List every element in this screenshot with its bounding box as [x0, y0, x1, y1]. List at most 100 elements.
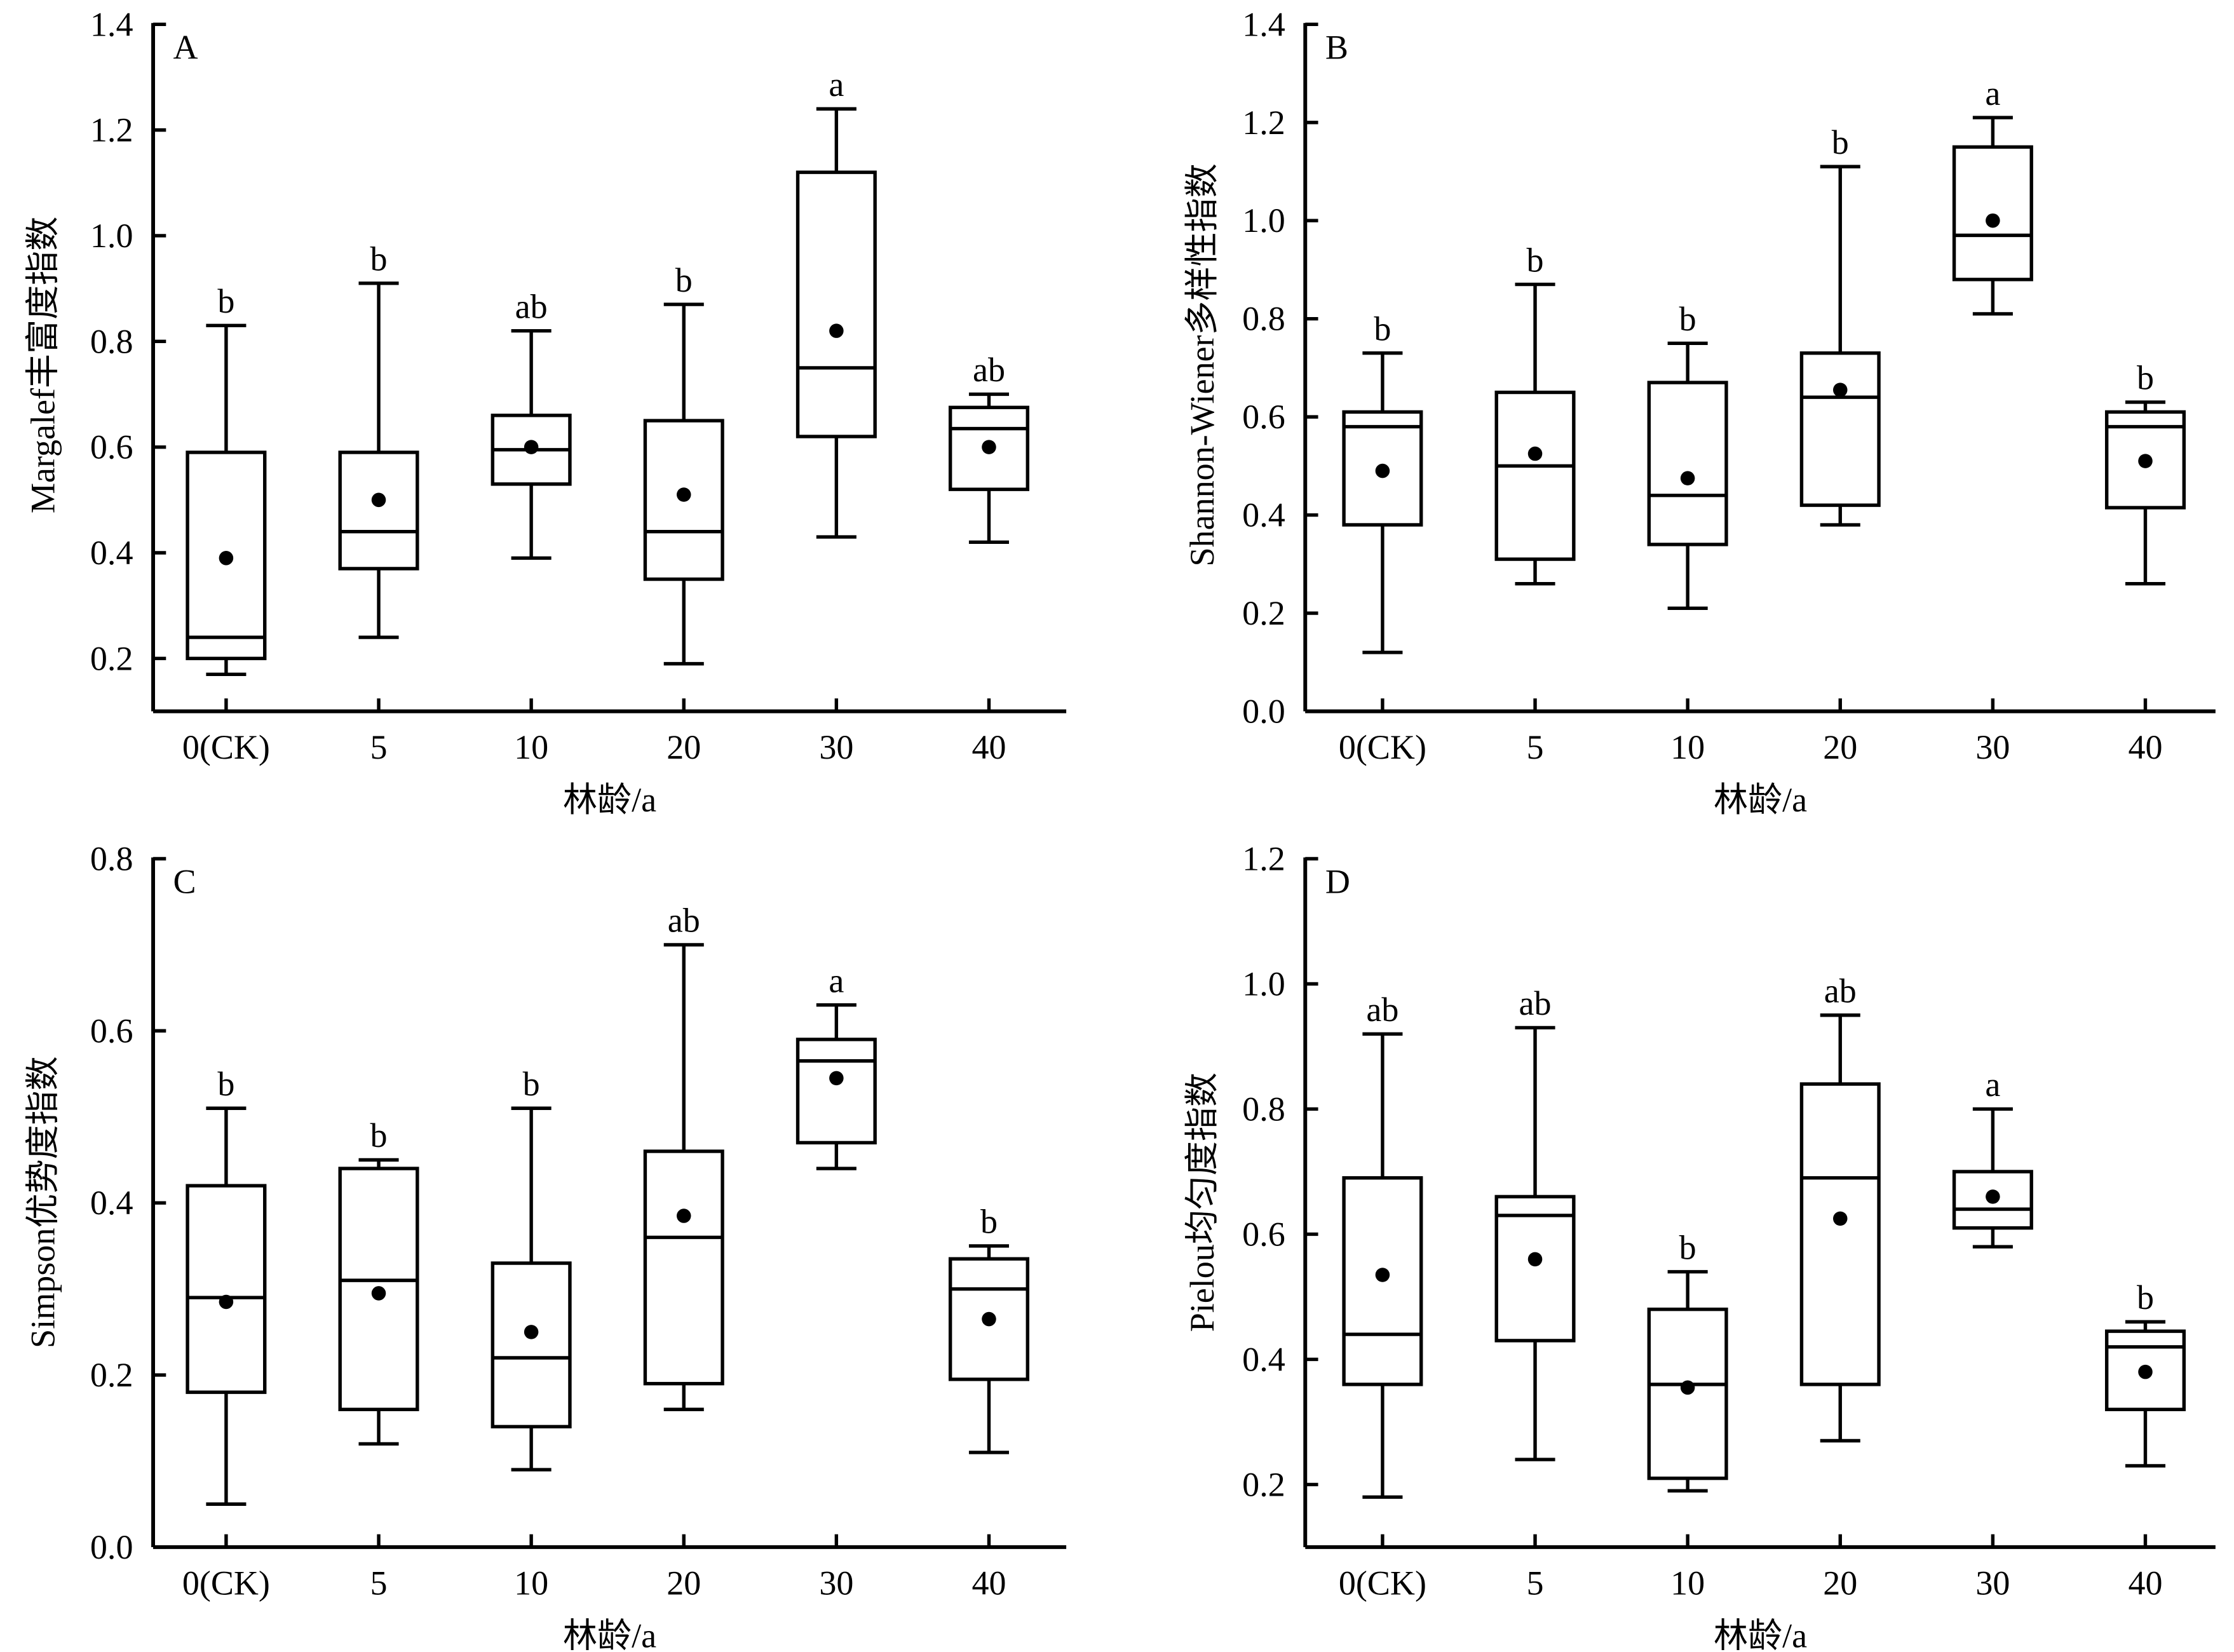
- iqr-box: [795, 1038, 877, 1145]
- y-tick-label: 0.4: [1242, 496, 1285, 534]
- box-4: a: [795, 961, 877, 1170]
- box-4: a: [795, 65, 877, 539]
- significance-letter: b: [675, 261, 693, 299]
- y-tick-label: 0.4: [90, 534, 133, 572]
- x-tick-label: 5: [1527, 728, 1544, 766]
- box-0: b: [186, 1065, 267, 1506]
- mean-point: [676, 487, 691, 502]
- mean-point: [371, 492, 386, 508]
- panel-label: B: [1325, 28, 1348, 66]
- mean-point: [1833, 1211, 1848, 1226]
- box-5: b: [2104, 1278, 2186, 1468]
- y-tick-label: 0.6: [1242, 398, 1285, 436]
- box-2: b: [491, 1065, 572, 1472]
- x-tick-label: 10: [1670, 1564, 1705, 1602]
- mean-point: [2138, 1364, 2153, 1379]
- mean-point: [1527, 1252, 1543, 1267]
- y-tick-label: 0.4: [1242, 1340, 1285, 1378]
- box-1: b: [338, 240, 419, 639]
- iqr-box: [1494, 390, 1576, 561]
- iqr-box: [491, 1261, 572, 1429]
- significance-letter: b: [1374, 309, 1391, 348]
- y-tick-label: 1.2: [1242, 840, 1285, 878]
- y-tick-label: 1.2: [1242, 104, 1285, 142]
- x-tick-label: 10: [514, 1564, 548, 1602]
- box-5: ab: [948, 351, 1029, 545]
- iqr-box: [1799, 351, 1881, 507]
- y-tick-label: 0.2: [90, 1356, 133, 1394]
- y-tick-label: 0.2: [1242, 594, 1285, 632]
- box-3: b: [1799, 123, 1881, 527]
- iqr-box: [948, 405, 1029, 491]
- mean-point: [1986, 1189, 2000, 1204]
- x-axis-label: 林龄/a: [563, 1617, 656, 1652]
- panel-label: A: [173, 28, 198, 66]
- y-tick-label: 0.8: [1242, 1090, 1285, 1128]
- box-0: ab: [1342, 991, 1423, 1499]
- y-tick-label: 1.0: [1242, 201, 1285, 240]
- box-3: b: [643, 261, 724, 666]
- x-tick-label: 10: [514, 728, 548, 766]
- significance-letter: b: [370, 240, 387, 278]
- x-tick-label: 30: [1975, 728, 2010, 766]
- y-tick-label: 0.6: [90, 1012, 133, 1050]
- y-tick-label: 0.8: [90, 840, 133, 878]
- box-0: b: [1342, 309, 1423, 654]
- y-tick-label: 0.6: [1242, 1215, 1285, 1253]
- x-tick-label: 40: [2128, 728, 2162, 766]
- x-axis-label: 林龄/a: [563, 781, 656, 819]
- x-tick-label: 0(CK): [1339, 1564, 1426, 1602]
- x-tick-label: 20: [667, 1564, 701, 1602]
- mean-point: [219, 1294, 234, 1310]
- mean-point: [829, 1071, 844, 1086]
- y-tick-label: 1.2: [90, 111, 133, 149]
- mean-point: [829, 323, 844, 338]
- significance-letter: a: [829, 961, 844, 999]
- box-0: b: [186, 282, 267, 676]
- mean-point: [524, 1325, 539, 1339]
- x-tick-label: 0(CK): [1339, 728, 1426, 766]
- box-2: b: [1647, 1228, 1728, 1493]
- iqr-box: [795, 170, 877, 438]
- panel-b: 0.0 0.2 0.4 0.6 0.8 1.0 1.2 1.4 B Shannon-Wiener多…: [1183, 5, 2216, 819]
- significance-letter: a: [829, 65, 844, 104]
- y-tick-label: 0.8: [1242, 300, 1285, 338]
- mean-point: [676, 1209, 691, 1223]
- y-tick-label: 0.0: [90, 1528, 133, 1566]
- x-tick-label: 20: [1823, 1564, 1857, 1602]
- x-axis-label: 林龄/a: [1714, 781, 1807, 819]
- y-tick-label: 1.4: [1242, 5, 1285, 43]
- significance-letter: b: [1832, 123, 1849, 161]
- significance-letter: ab: [1519, 984, 1552, 1022]
- iqr-box: [1799, 1082, 1881, 1386]
- mean-point: [2138, 454, 2153, 468]
- y-tick-label: 0.0: [1242, 693, 1285, 731]
- x-tick-label: 30: [1975, 1564, 2010, 1602]
- mean-point: [1680, 1380, 1695, 1395]
- significance-letter: ab: [973, 351, 1005, 389]
- box-1: b: [338, 1116, 419, 1446]
- significance-letter: b: [217, 1065, 234, 1103]
- significance-letter: b: [1679, 1228, 1696, 1266]
- x-tick-label: 0(CK): [182, 1564, 270, 1602]
- box-2: b: [1647, 300, 1728, 611]
- iqr-box: [643, 1149, 724, 1386]
- iqr-box: [1494, 1195, 1576, 1343]
- box-3: ab: [1799, 972, 1881, 1443]
- significance-letter: b: [217, 282, 234, 320]
- box-3: ab: [643, 902, 724, 1411]
- significance-letter: b: [980, 1203, 998, 1241]
- x-tick-label: 40: [971, 728, 1006, 766]
- x-tick-label: 20: [667, 728, 701, 766]
- box-4: a: [1952, 1066, 2033, 1249]
- significance-letter: ab: [515, 287, 548, 325]
- x-tick-label: 40: [2128, 1564, 2162, 1602]
- box-1: b: [1494, 241, 1576, 586]
- iqr-box: [1952, 145, 2033, 281]
- y-tick-label: 0.2: [90, 639, 133, 677]
- significance-letter: b: [2137, 1278, 2154, 1317]
- y-tick-label: 1.4: [90, 5, 133, 43]
- y-axis-label: Shannon-Wiener多样性指数: [1183, 163, 1221, 566]
- significance-letter: ab: [1366, 991, 1398, 1029]
